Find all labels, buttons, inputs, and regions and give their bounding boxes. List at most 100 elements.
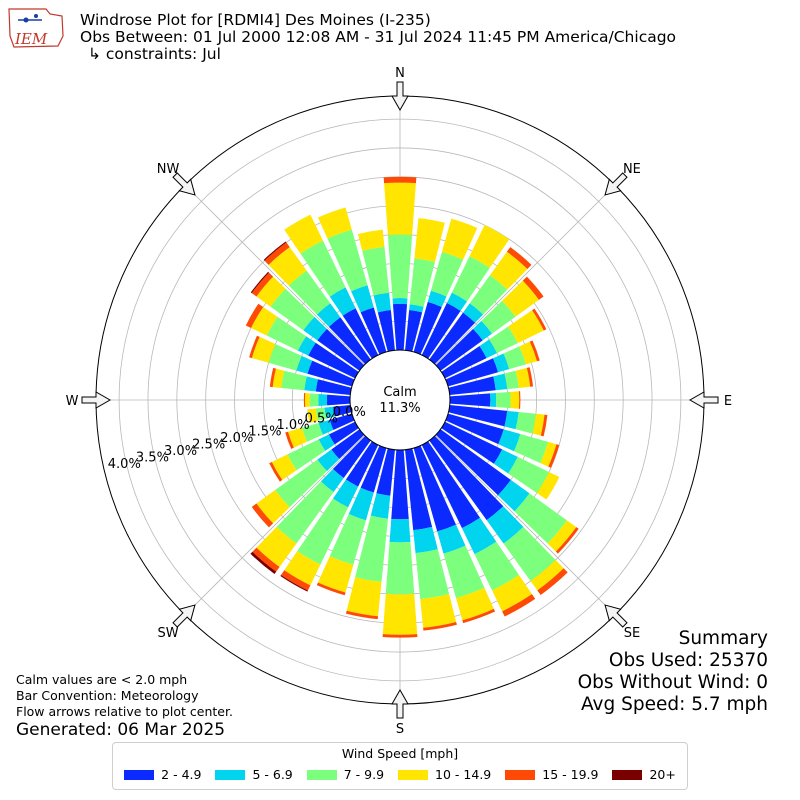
plot-header: Windrose Plot for [RDMI4] Des Moines (I-… xyxy=(80,12,676,63)
speed-legend: Wind Speed [mph] 2 - 4.9 5 - 6.9 7 - 9.9… xyxy=(112,742,688,790)
legend-item: 2 - 4.9 xyxy=(124,767,201,782)
wind-bar-segment xyxy=(473,320,493,341)
legend-item: 7 - 9.9 xyxy=(306,767,385,782)
wind-bar-segment xyxy=(409,258,435,307)
flow-arrow-icon xyxy=(391,81,409,112)
wind-bar-segment xyxy=(409,304,424,313)
wind-bar-segment xyxy=(360,445,387,493)
wind-bar-segment xyxy=(252,547,280,572)
wind-bar-segment xyxy=(414,218,445,262)
wind-bar-segment xyxy=(405,448,433,531)
flow-arrow-shape xyxy=(604,604,628,628)
wind-bar-segment xyxy=(377,310,395,352)
wind-bar-segment xyxy=(256,526,297,567)
wind-bar-segment xyxy=(251,503,274,528)
calm-value: 11.3% xyxy=(379,401,420,416)
wind-bar-segment xyxy=(333,405,352,417)
wind-bar-segment xyxy=(529,340,540,362)
notes-block: Calm values are < 2.0 mph Bar Convention… xyxy=(16,672,233,740)
wind-bar-segment xyxy=(392,298,408,305)
legend-label: 10 - 14.9 xyxy=(435,767,492,782)
wind-bar-segment xyxy=(285,431,294,449)
wind-bar-segment xyxy=(383,176,417,184)
wind-bar-segment xyxy=(515,412,536,434)
legend-label: 15 - 19.9 xyxy=(542,767,599,782)
wind-bar-segment xyxy=(493,373,508,391)
wind-bar-segment xyxy=(346,577,382,617)
wind-bar-segment xyxy=(266,316,307,351)
wind-bar-segment xyxy=(280,575,308,592)
wind-bar-segment xyxy=(315,379,352,395)
radial-tick-label: 1.0% xyxy=(277,418,310,433)
wind-bar-segment xyxy=(537,568,568,596)
legend-label: 7 - 9.9 xyxy=(343,767,385,782)
wind-bar-segment xyxy=(271,454,297,481)
wind-bar-segment xyxy=(420,593,457,628)
wind-bar-segment xyxy=(300,240,346,297)
radial-tick-label: 3.0% xyxy=(164,444,197,459)
legend-swatch xyxy=(124,769,155,780)
wind-bar-segment xyxy=(522,276,544,300)
wind-bar-segment xyxy=(317,207,352,239)
wind-bar-segment xyxy=(448,376,496,395)
wind-bar-segment xyxy=(540,414,548,437)
wind-bar-segment xyxy=(296,355,313,374)
wind-bar-segment xyxy=(270,288,315,331)
wind-bar-segment xyxy=(461,517,497,555)
flow-arrow-shape xyxy=(81,391,112,409)
wind-bar-segment xyxy=(329,413,355,430)
wind-bar-segment xyxy=(429,435,504,521)
wind-bar-segment xyxy=(284,551,321,586)
wind-bar-segment xyxy=(256,276,286,307)
wind-bar-segment xyxy=(251,336,276,363)
radial-tick-label: 1.5% xyxy=(248,425,281,440)
wind-bar-segment xyxy=(264,242,290,265)
wind-bar-segment xyxy=(481,300,516,334)
wind-bar-segment xyxy=(329,287,356,316)
wind-bar-segment xyxy=(245,303,264,328)
wind-bar-segment xyxy=(281,570,311,591)
wind-bar-segment xyxy=(376,448,395,496)
flow-arrow-icon xyxy=(604,604,628,628)
avg-speed: Avg Speed: 5.7 mph xyxy=(580,694,768,715)
wind-bar-segment xyxy=(413,445,456,532)
wind-bar-segment xyxy=(415,549,450,600)
wind-bar-segment xyxy=(508,456,549,493)
wind-bar-segment xyxy=(519,341,537,365)
wind-bar-segment xyxy=(307,408,318,423)
legend-swatch xyxy=(215,769,246,780)
compass-label: W xyxy=(66,394,79,409)
flow-arrow-icon xyxy=(391,688,409,719)
wind-bar-segment xyxy=(479,339,497,359)
wind-bar-segment xyxy=(532,413,545,436)
flow-arrow-icon xyxy=(81,391,112,409)
compass-label: SW xyxy=(158,626,179,641)
wind-bar-segment xyxy=(373,292,391,313)
iem-logo-icon: IEM xyxy=(8,8,64,48)
wind-bar-segment xyxy=(389,518,411,543)
wind-bar-segment xyxy=(456,587,494,621)
wind-bar-segment xyxy=(384,182,416,235)
wind-bar-segment xyxy=(326,394,351,406)
wind-bar-segment xyxy=(318,434,335,451)
wind-bar-segment xyxy=(331,429,365,460)
wind-bar-segment xyxy=(547,520,577,552)
wind-bar-segment xyxy=(518,391,521,409)
wind-bar-segment xyxy=(421,303,461,359)
compass-label: S xyxy=(396,722,404,737)
summary-block: Summary Obs Used: 25370 Obs Without Wind… xyxy=(578,628,768,716)
wind-bar-segment xyxy=(251,307,278,336)
obs-used: Obs Used: 25370 xyxy=(608,650,768,671)
wind-bar-segment xyxy=(317,328,365,371)
radial-tick-label: 2.5% xyxy=(192,438,225,453)
wind-bar-segment xyxy=(435,429,511,496)
wind-bar-segment xyxy=(328,421,359,445)
bar-convention: Bar Convention: Meteorology xyxy=(16,688,199,703)
wind-bar-segment xyxy=(269,461,283,482)
wind-bar-segment xyxy=(276,481,334,544)
wind-bar-segment xyxy=(492,575,532,612)
wind-bar-segment xyxy=(498,429,521,452)
wind-bars xyxy=(245,176,579,638)
radial-tick-label: 2.0% xyxy=(220,431,253,446)
wind-bar-segment xyxy=(391,449,409,520)
